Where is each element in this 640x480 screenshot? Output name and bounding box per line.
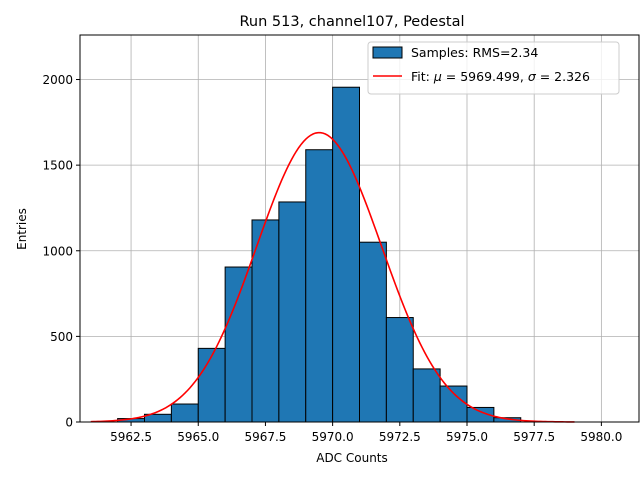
x-tick-label: 5965.0 — [177, 430, 219, 444]
plot-frame — [79, 34, 640, 423]
x-tick-label: 5972.5 — [379, 430, 421, 444]
y-tick-label: 500 — [50, 330, 73, 344]
legend-bar-swatch — [372, 46, 403, 59]
x-tick-label: 5977.5 — [513, 430, 555, 444]
histogram-bar — [332, 86, 360, 423]
histogram-bar — [278, 201, 307, 423]
x-tick-label: 5970.0 — [312, 430, 354, 444]
histogram-bar — [439, 385, 468, 423]
x-tick-label: 5962.5 — [110, 430, 152, 444]
x-axis-label: ADC Counts — [316, 451, 388, 465]
histogram-bar — [224, 266, 253, 423]
y-tick-label: 2000 — [42, 73, 73, 87]
histogram-bar — [412, 368, 441, 423]
histogram-bar — [385, 317, 414, 423]
legend-label-fit: Fit: μ = 5969.499, σ = 2.326 — [411, 69, 590, 84]
fit-curve-layer — [90, 131, 575, 423]
x-tick-label: 5967.5 — [244, 430, 286, 444]
histogram-bar — [359, 241, 387, 423]
legend-label-samples: Samples: RMS=2.34 — [411, 45, 538, 60]
y-tick-label: 1000 — [42, 244, 73, 258]
y-axis-label: Entries — [15, 208, 29, 250]
x-tick-label: 5975.0 — [446, 430, 488, 444]
y-tick-label: 1500 — [42, 159, 73, 173]
histogram-bar — [170, 403, 199, 423]
x-axis-ticks: 5962.5 5965.0 5967.5 5970.0 5972.5 5975.0 5977… — [110, 422, 622, 444]
legend-box — [367, 41, 620, 95]
chart-title: Run 513, channel107, Pedestal — [239, 14, 464, 30]
histogram-bar — [197, 347, 226, 423]
fit-curve — [90, 131, 575, 423]
legend: Samples: RMS=2.34 Fit: μ = 5969.499, σ =… — [367, 41, 620, 95]
y-axis-ticks: 0 500 1000 1500 2000 — [42, 73, 80, 430]
histogram-bar — [305, 149, 334, 423]
x-tick-label: 5980.0 — [580, 430, 622, 444]
histogram-bars — [117, 86, 522, 423]
y-tick-label: 0 — [65, 416, 73, 430]
